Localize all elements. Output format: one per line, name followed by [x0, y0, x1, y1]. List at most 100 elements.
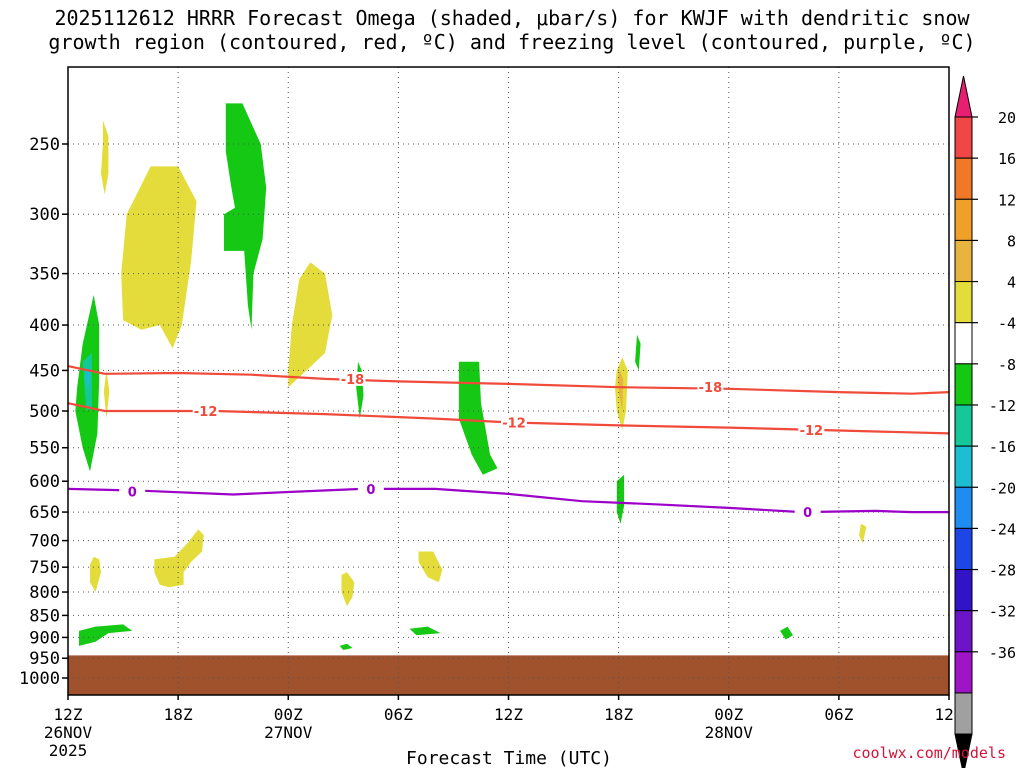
omega-sinking-region: [356, 361, 364, 419]
omega-rising-region: [418, 551, 443, 583]
colorbar-label: -36: [989, 644, 1016, 662]
y-tick-label: 950: [29, 649, 60, 669]
contour-label-bg: [119, 484, 146, 499]
axes-layer: 2503003504004505005506006507007508008509…: [19, 135, 964, 760]
contour-layer: -18 -18 -12 -12 -12 0 0 0: [67, 365, 950, 521]
contour-label: 0: [366, 483, 375, 498]
omega-sinking-region: [780, 626, 793, 640]
colorbar-label: -24: [989, 520, 1016, 538]
y-tick-label: 700: [29, 532, 60, 552]
x-tick-label: 12Z: [54, 705, 83, 724]
colorbar-label: -20: [989, 479, 1016, 497]
colorbar-label: 16: [998, 150, 1016, 168]
colorbar-swatch: [954, 363, 973, 406]
x-tick-label: 06Z: [384, 705, 413, 724]
omega-shading-layer: [75, 103, 867, 650]
dgz-contour: [67, 365, 950, 395]
contour-label-bg: [798, 422, 825, 437]
colorbar-swatch: [954, 239, 973, 283]
contour-label-bg: [339, 371, 366, 386]
y-tick-label: 550: [29, 439, 60, 459]
omega-sinking-region: [458, 361, 498, 475]
omega-sinking-region: [339, 643, 353, 650]
contour-label-bg: [794, 505, 821, 520]
ground-fill: [68, 655, 949, 695]
colorbar-swatch: [954, 527, 973, 571]
plot-frame: [67, 66, 950, 696]
colorbar-label: -16: [989, 438, 1016, 456]
colorbar-swatch: [954, 445, 973, 488]
x-tick-label: 12Z: [494, 705, 523, 724]
y-tick-label: 450: [29, 361, 60, 381]
colorbar-bottom-arrow: [954, 733, 973, 768]
ground-layer: [68, 655, 949, 695]
colorbar-label: -4: [998, 315, 1016, 333]
omega-rising-region: [154, 529, 204, 588]
contour-label-bg: [192, 404, 219, 418]
contour-label: 0: [803, 506, 812, 521]
dgz-contour: [67, 402, 950, 435]
y-tick-label: 250: [29, 135, 60, 155]
contour-label: 0: [128, 485, 137, 500]
colorbar-label: 12: [998, 191, 1016, 209]
colorbar-swatch: [954, 486, 973, 529]
omega-rising-region: [101, 120, 109, 195]
colorbar-top-arrow: [954, 75, 973, 118]
y-tick-label: 300: [29, 205, 60, 225]
chart-title-line-2: growth region (contoured, red, ºC) and f…: [48, 30, 976, 54]
colorbar-label: 8: [1007, 232, 1016, 250]
x-tick-label: 2025: [49, 741, 88, 760]
y-tick-label: 500: [29, 402, 60, 422]
grid-layer: [68, 67, 949, 695]
colorbar-swatch: [954, 404, 973, 447]
colorbar-swatch: [954, 692, 973, 735]
x-tick-label: 18Z: [164, 705, 193, 724]
contour-label: -18: [699, 381, 723, 396]
x-tick-label: 26NOV: [44, 723, 93, 742]
colorbar-swatch: [954, 157, 973, 200]
colorbar-label: -12: [989, 397, 1016, 415]
omega-rising-region: [341, 572, 355, 607]
contour-label: -12: [502, 416, 526, 431]
colorbar-swatch: [954, 281, 973, 324]
contour-label: -12: [800, 424, 824, 439]
omega-sinking-region: [616, 474, 625, 524]
colorbar-label: -28: [989, 562, 1016, 580]
y-tick-label: 350: [29, 265, 60, 285]
y-tick-label: 1000: [19, 669, 60, 689]
freezing-level-contour: [67, 487, 949, 514]
colorbar-label: -32: [989, 603, 1016, 621]
contour-label: -18: [341, 373, 365, 388]
omega-sinking-region: [79, 624, 133, 646]
y-tick-label: 750: [29, 558, 60, 578]
colorbar-label: 20: [998, 109, 1016, 127]
contour-label-bg: [697, 380, 724, 395]
contour-label-bg: [357, 481, 384, 496]
omega-sinking-region: [85, 366, 90, 392]
omega-rising-region: [121, 166, 197, 349]
x-tick-label: 06Z: [824, 705, 853, 724]
omega-rising-region: [859, 523, 867, 544]
y-tick-label: 900: [29, 628, 60, 648]
x-tick-label: 18Z: [604, 705, 633, 724]
contour-label-bg: [501, 415, 528, 430]
omega-rising-region: [617, 370, 624, 411]
omega-sinking-region: [409, 626, 441, 636]
x-tick-label: 27NOV: [264, 723, 313, 742]
colorbar-swatch: [954, 569, 973, 612]
credit-link[interactable]: coolwx.com/models: [852, 744, 1006, 762]
y-tick-label: 850: [29, 606, 60, 626]
colorbar-label: 4: [1007, 274, 1016, 292]
x-tick-label: 00Z: [274, 705, 303, 724]
omega-rising-region: [288, 262, 333, 388]
y-tick-label: 600: [29, 472, 60, 492]
omega-sinking-region: [635, 334, 641, 371]
colorbar: 20 16 12 8 4 -4 -8 -12 -16 -20 -24 -28 -32 -36: [954, 75, 1016, 768]
x-axis-label: Forecast Time (UTC): [406, 748, 612, 768]
x-tick-label: 28NOV: [705, 723, 754, 742]
colorbar-swatch: [954, 651, 973, 694]
omega-rising-region: [103, 370, 110, 419]
chart-title-line-1: 2025112612 HRRR Forecast Omega (shaded, …: [54, 6, 970, 30]
y-tick-label: 400: [29, 316, 60, 336]
